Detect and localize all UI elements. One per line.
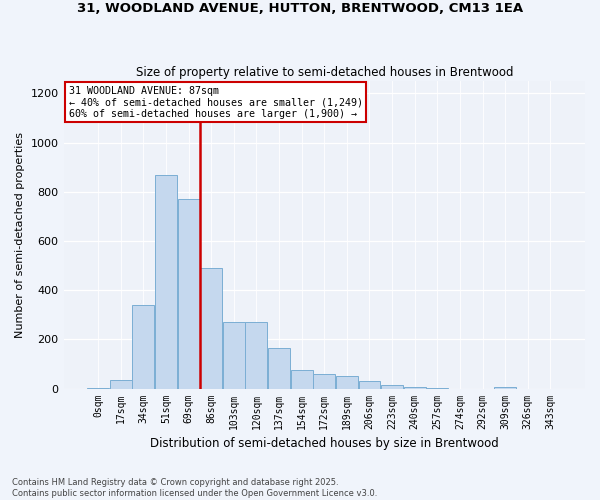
Bar: [313, 374, 335, 388]
Bar: [359, 381, 380, 388]
X-axis label: Distribution of semi-detached houses by size in Brentwood: Distribution of semi-detached houses by …: [150, 437, 499, 450]
Bar: [494, 386, 516, 388]
Text: Contains HM Land Registry data © Crown copyright and database right 2025.
Contai: Contains HM Land Registry data © Crown c…: [12, 478, 377, 498]
Text: 31, WOODLAND AVENUE, HUTTON, BRENTWOOD, CM13 1EA: 31, WOODLAND AVENUE, HUTTON, BRENTWOOD, …: [77, 2, 523, 16]
Title: Size of property relative to semi-detached houses in Brentwood: Size of property relative to semi-detach…: [136, 66, 513, 78]
Bar: [133, 305, 154, 388]
Bar: [178, 199, 200, 388]
Bar: [155, 174, 177, 388]
Bar: [223, 322, 245, 388]
Bar: [336, 376, 358, 388]
Bar: [381, 385, 403, 388]
Bar: [404, 386, 425, 388]
Bar: [291, 370, 313, 388]
Bar: [245, 322, 268, 388]
Bar: [268, 348, 290, 389]
Bar: [200, 268, 222, 388]
Y-axis label: Number of semi-detached properties: Number of semi-detached properties: [15, 132, 25, 338]
Bar: [110, 380, 132, 388]
Text: 31 WOODLAND AVENUE: 87sqm
← 40% of semi-detached houses are smaller (1,249)
60% : 31 WOODLAND AVENUE: 87sqm ← 40% of semi-…: [69, 86, 363, 119]
